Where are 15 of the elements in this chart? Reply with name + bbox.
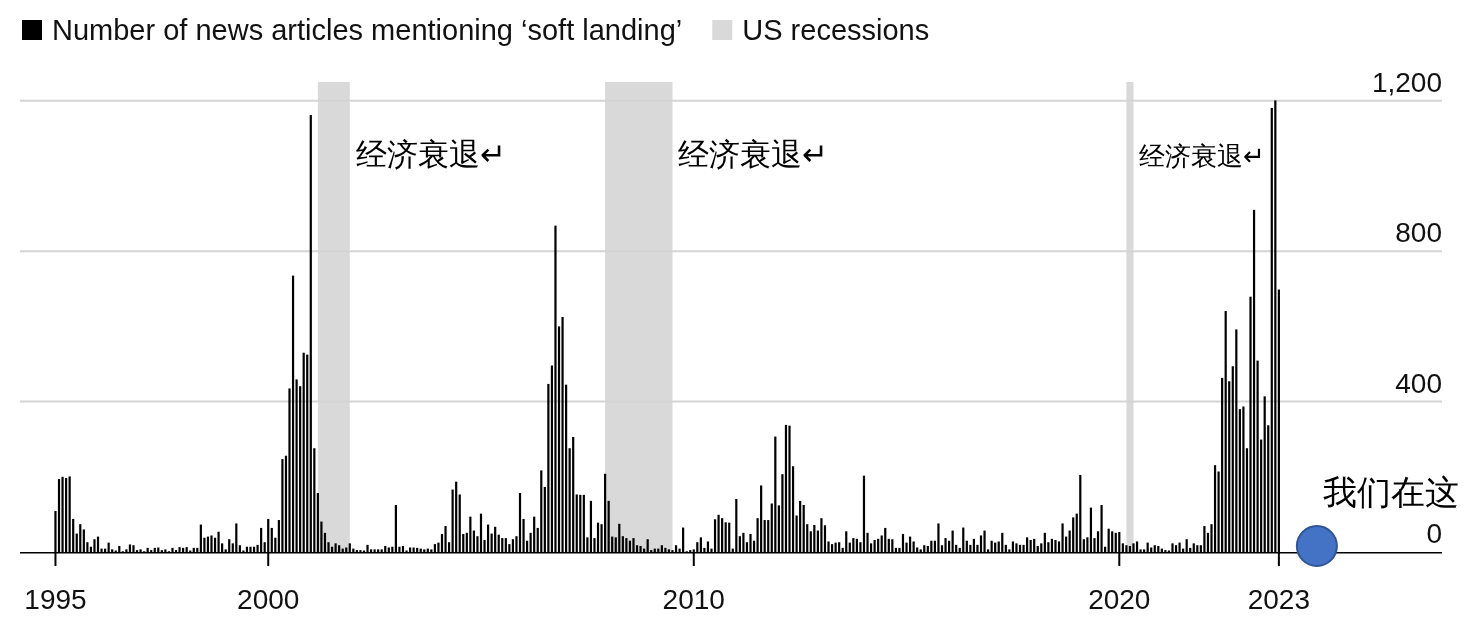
legend-label: Number of news articles mentioning ‘soft landing’: [52, 14, 683, 46]
y-tick-label: 800: [1395, 217, 1442, 249]
x-tick-label: 2000: [237, 584, 300, 615]
y-tick-label: 1,200: [1371, 66, 1442, 98]
x-tick-label: 2023: [1247, 584, 1311, 615]
annotation: 经济衰退↵: [355, 137, 506, 172]
annotation: 经济衰退↵: [1139, 141, 1266, 171]
annotation: 我们在这: [1322, 473, 1459, 511]
legend-label: US recessions: [742, 14, 930, 46]
y-tick-label: 400: [1395, 367, 1442, 399]
y-tick-label: 0: [1426, 518, 1442, 549]
x-tick-label: 2010: [662, 584, 725, 615]
x-tick-label: 1995: [24, 584, 87, 615]
annotation: 经济衰退↵: [678, 137, 829, 172]
x-tick-label: 2020: [1088, 584, 1151, 615]
